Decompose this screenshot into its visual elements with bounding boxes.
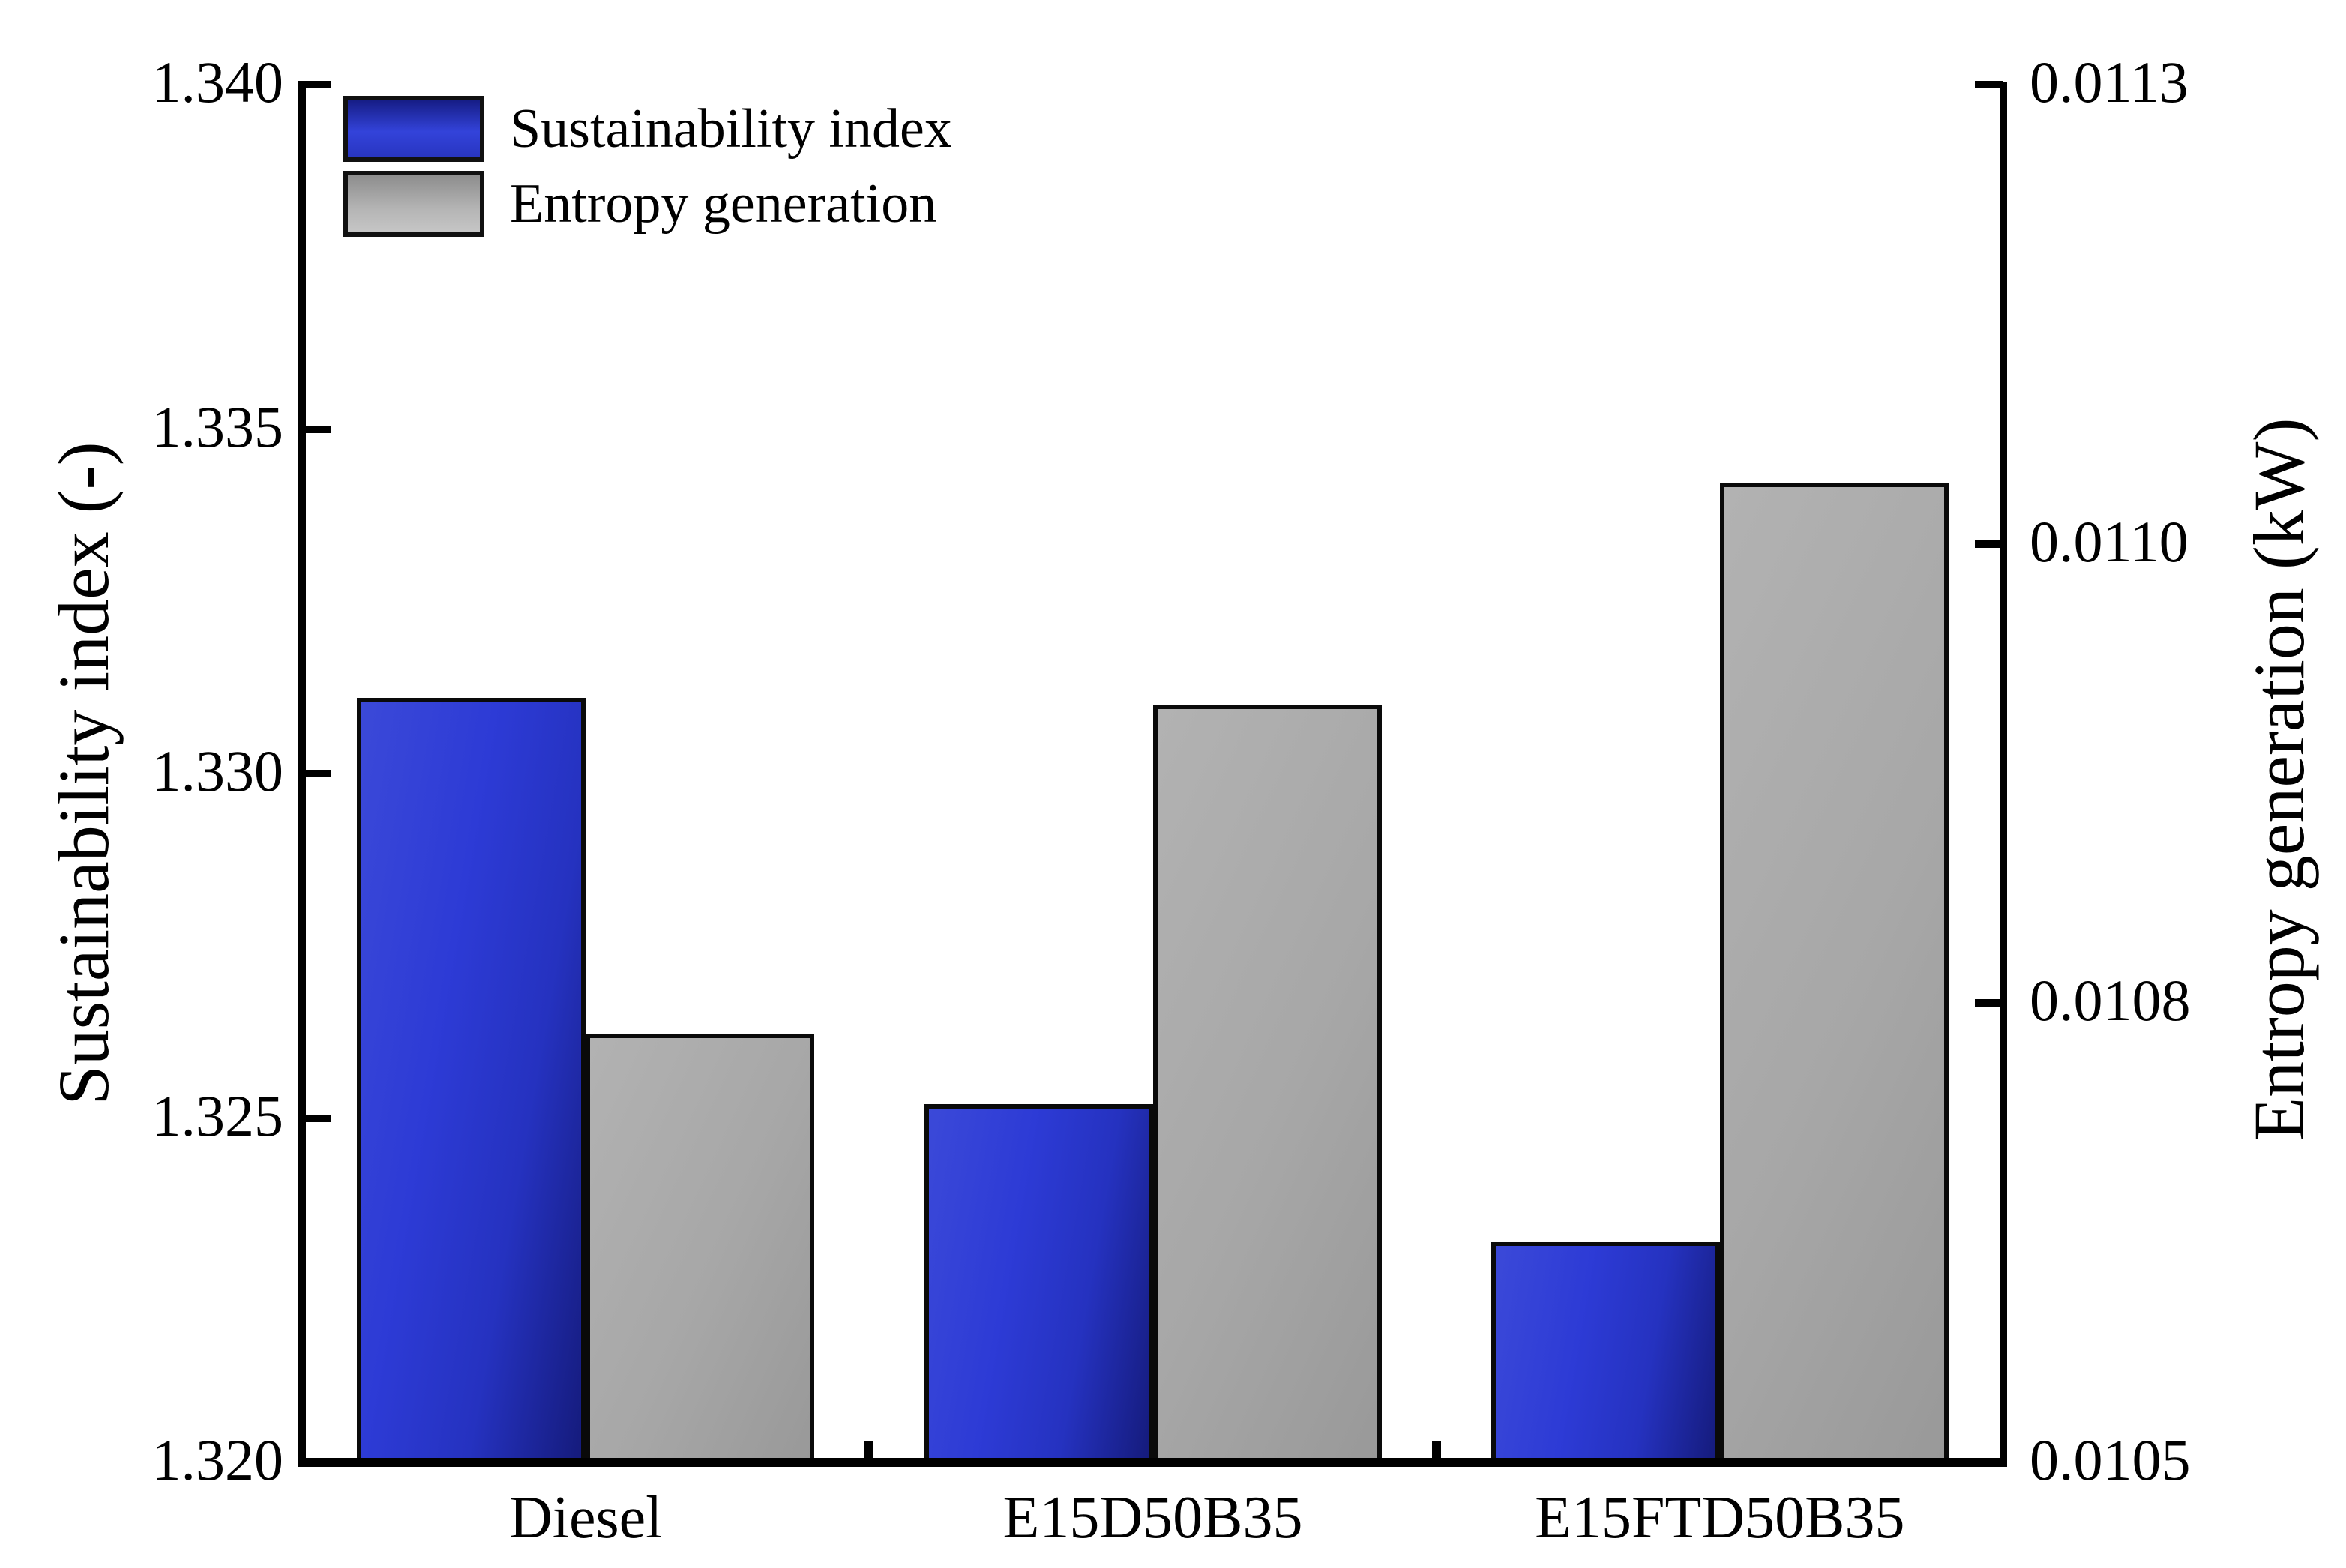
legend-label-entropy-generation: Entropy generation — [510, 173, 937, 235]
right-y-axis-line — [2000, 82, 2007, 1467]
legend-item-entropy-generation: Entropy generation — [343, 171, 936, 237]
left-axis-tick-label: 1.330 — [151, 738, 284, 803]
right-axis-tick-label: 0.0105 — [2030, 1427, 2191, 1492]
right-axis-tick — [1975, 540, 2003, 548]
left-axis-tick-label: 1.335 — [151, 393, 284, 459]
left-axis-tick — [302, 770, 331, 777]
x-axis-category-label-diesel: Diesel — [508, 1485, 663, 1551]
left-axis-tick-label: 1.340 — [151, 49, 284, 115]
right-axis-tick-label: 0.0110 — [2030, 508, 2189, 574]
right-axis-tick-label: 0.0113 — [2030, 49, 2189, 115]
bar-sustainability-index-diesel — [357, 697, 586, 1464]
right-axis-title: Entropy generation (kW) — [2239, 417, 2319, 1142]
left-axis-tick-label: 1.325 — [151, 1082, 284, 1148]
x-axis-tick — [1431, 1441, 1441, 1458]
left-axis-tick — [302, 425, 331, 433]
right-axis-tick — [1975, 999, 2003, 1007]
left-axis-tick-label: 1.320 — [151, 1427, 284, 1492]
bar-sustainability-index-e15ftd50b35 — [1491, 1241, 1720, 1464]
legend-label-sustainability-index: Sustainability index — [510, 98, 952, 160]
bar-entropy-generation-e15ftd50b35 — [1719, 482, 1949, 1464]
right-axis-tick-label: 0.0108 — [2030, 968, 2191, 1034]
left-axis-tick — [302, 1114, 331, 1122]
right-axis-tick — [1975, 81, 2003, 88]
x-axis-category-label-e15ftd50b35: E15FTD50B35 — [1535, 1485, 1905, 1551]
bar-sustainability-index-e15d50b35 — [924, 1104, 1153, 1464]
x-axis-tick — [864, 1441, 874, 1458]
legend-swatch-entropy-generation — [343, 171, 484, 237]
x-axis-line — [298, 1458, 2007, 1467]
legend-item-sustainability-index: Sustainability index — [343, 96, 952, 162]
legend-swatch-sustainability-index — [343, 96, 484, 162]
bar-entropy-generation-diesel — [586, 1034, 815, 1464]
bar-entropy-generation-e15d50b35 — [1152, 705, 1382, 1464]
x-axis-category-label-e15d50b35: E15D50B35 — [1002, 1485, 1303, 1551]
left-axis-tick — [302, 81, 331, 88]
